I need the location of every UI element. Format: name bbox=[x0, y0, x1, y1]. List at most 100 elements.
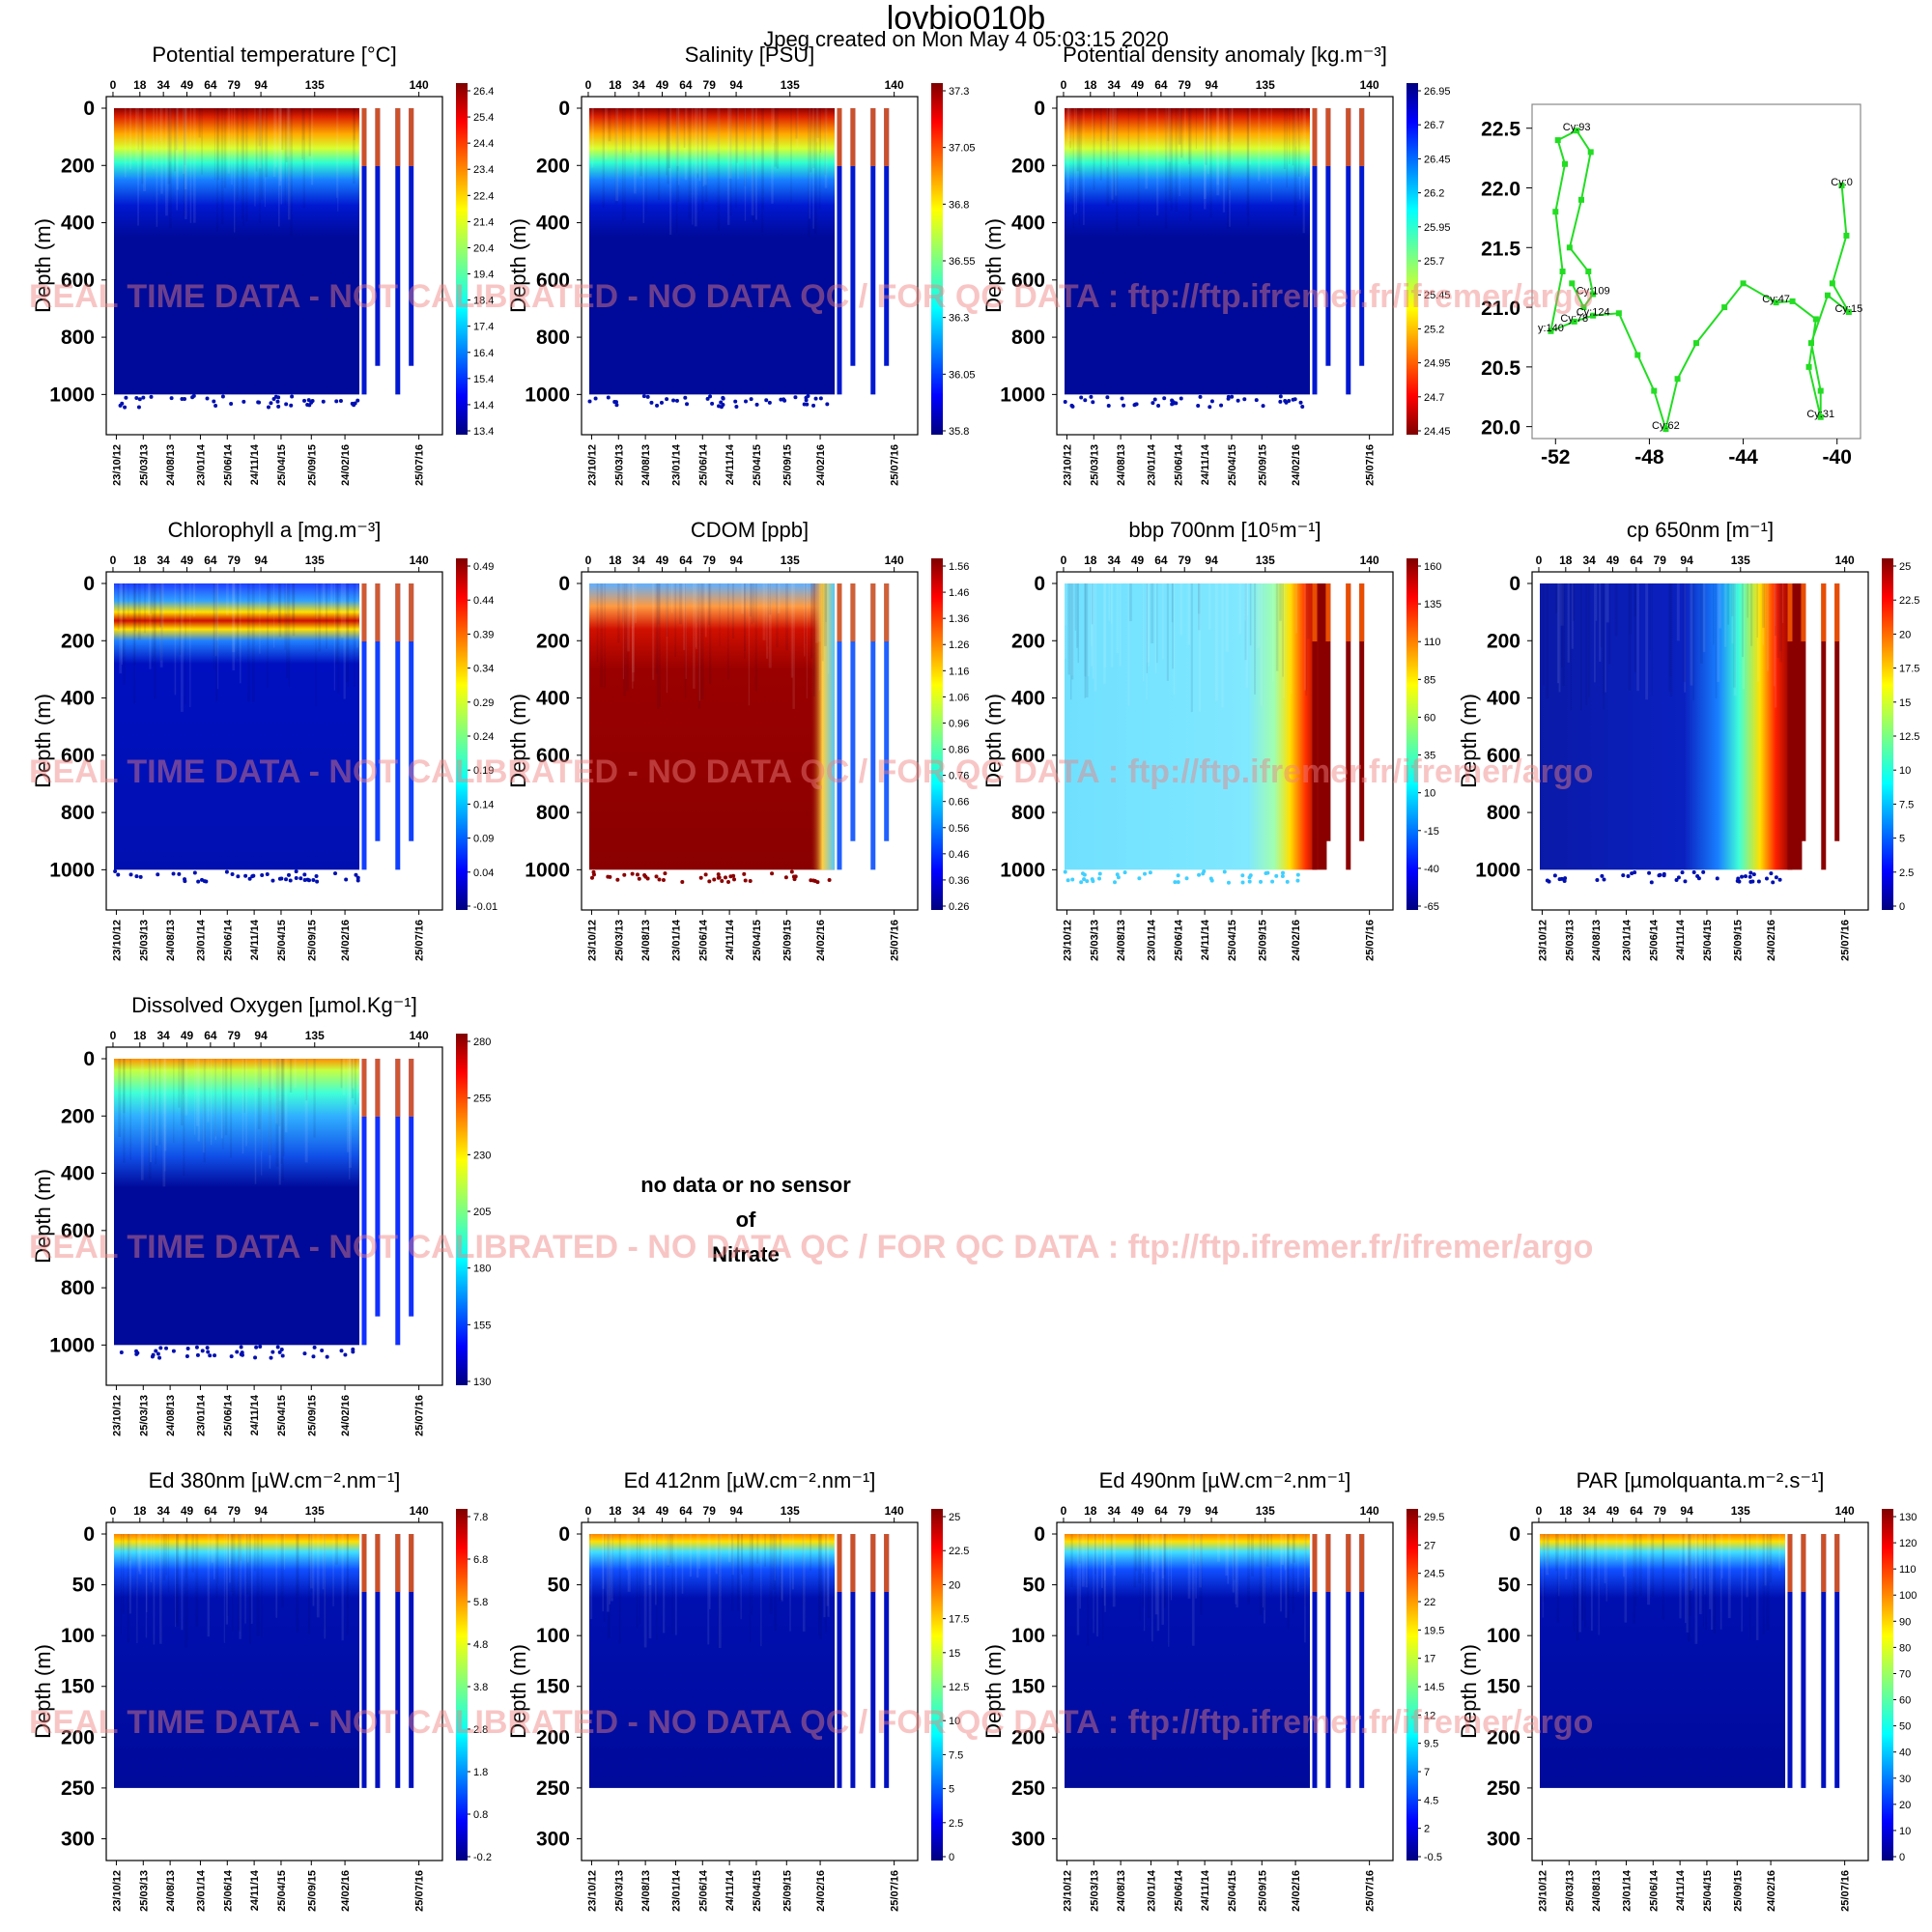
track-point bbox=[1693, 340, 1699, 347]
texture-streak bbox=[257, 1059, 261, 1130]
texture-streak bbox=[302, 108, 304, 140]
date-label: 24/08/13 bbox=[1116, 444, 1127, 486]
top-tick-label: 140 bbox=[1835, 554, 1855, 567]
profile-texture bbox=[120, 1534, 350, 1648]
texture-streak bbox=[213, 108, 215, 181]
top-tick-label: 49 bbox=[181, 78, 194, 92]
colorbar-label: 160 bbox=[1424, 561, 1441, 573]
late-profile bbox=[1325, 108, 1331, 366]
fringe-dot bbox=[1120, 396, 1124, 401]
date-label: 25/07/16 bbox=[1840, 1870, 1852, 1912]
colorbar-label: 25.4 bbox=[473, 112, 494, 124]
colorbar-label: -0.2 bbox=[473, 1852, 492, 1863]
date-label: 25/09/15 bbox=[1257, 444, 1268, 486]
texture-streak bbox=[254, 108, 256, 207]
colorbar-label: 0.39 bbox=[473, 629, 494, 640]
late-profile bbox=[850, 583, 856, 841]
texture-streak bbox=[818, 1534, 821, 1621]
fringe-dot bbox=[284, 877, 289, 882]
texture-streak bbox=[1676, 583, 1680, 641]
track-point bbox=[1838, 183, 1845, 189]
texture-streak bbox=[153, 583, 156, 659]
texture-streak bbox=[236, 108, 239, 201]
texture-streak bbox=[272, 108, 276, 178]
y-tick-label: 400 bbox=[61, 1163, 95, 1185]
texture-streak bbox=[1696, 1534, 1698, 1616]
y-axis-label: Depth (m) bbox=[31, 694, 55, 788]
texture-streak bbox=[1546, 1534, 1549, 1576]
track-point bbox=[1548, 327, 1554, 334]
date-label: 25/04/15 bbox=[1227, 444, 1238, 486]
top-tick-label: 79 bbox=[1654, 1504, 1667, 1518]
fringe-dot bbox=[655, 403, 660, 408]
top-tick-label: 64 bbox=[1154, 554, 1168, 567]
texture-streak bbox=[604, 108, 608, 160]
texture-streak bbox=[675, 108, 678, 234]
texture-streak bbox=[1085, 1534, 1089, 1588]
texture-streak bbox=[175, 1534, 177, 1628]
date-label: 25/04/15 bbox=[276, 1870, 288, 1912]
texture-streak bbox=[774, 108, 778, 167]
date-label: 25/07/16 bbox=[414, 920, 426, 961]
texture-streak bbox=[1106, 108, 1110, 207]
texture-streak bbox=[717, 108, 721, 231]
texture-streak bbox=[607, 1534, 611, 1638]
fringe-dot bbox=[1247, 879, 1252, 884]
texture-streak bbox=[1286, 108, 1288, 188]
texture-streak bbox=[1074, 583, 1076, 631]
colorbar-label: 10 bbox=[1899, 1826, 1911, 1837]
fringe-dot bbox=[158, 1346, 163, 1350]
texture-streak bbox=[347, 1534, 349, 1609]
texture-streak bbox=[1233, 1534, 1236, 1580]
texture-streak bbox=[1254, 583, 1257, 695]
colorbar-label: 0 bbox=[1899, 1852, 1905, 1863]
colorbar bbox=[931, 558, 943, 910]
texture-streak bbox=[1077, 583, 1080, 664]
fringe-dot bbox=[742, 871, 747, 876]
texture-streak bbox=[308, 108, 311, 156]
date-label: 25/06/14 bbox=[697, 1869, 709, 1912]
late-profile-top bbox=[395, 1534, 401, 1592]
fringe-dot bbox=[643, 874, 648, 879]
date-label: 25/03/13 bbox=[613, 444, 625, 486]
date-label: 24/08/13 bbox=[1591, 920, 1603, 961]
texture-streak bbox=[229, 1534, 231, 1583]
y-tick-label: 250 bbox=[1011, 1777, 1045, 1800]
fringe-dot bbox=[1274, 873, 1279, 878]
late-profile bbox=[1787, 1534, 1793, 1788]
texture-streak bbox=[261, 108, 264, 200]
texture-streak bbox=[1111, 583, 1114, 668]
texture-streak bbox=[1744, 1534, 1747, 1581]
texture-streak bbox=[737, 108, 739, 180]
y-tick-label: 400 bbox=[536, 213, 570, 235]
colorbar-label: 7.5 bbox=[1899, 799, 1914, 810]
texture-streak bbox=[764, 1534, 766, 1567]
texture-streak bbox=[179, 583, 182, 656]
top-tick-label: 140 bbox=[1835, 1504, 1855, 1518]
date-label: 25/04/15 bbox=[276, 444, 288, 486]
fringe-dot bbox=[1683, 879, 1688, 884]
texture-streak bbox=[1092, 583, 1094, 679]
texture-streak bbox=[630, 108, 632, 153]
fringe-dot bbox=[1079, 880, 1084, 885]
top-tick-label: 79 bbox=[703, 78, 717, 92]
fringe-dot bbox=[321, 399, 326, 404]
texture-streak bbox=[1135, 1534, 1138, 1572]
texture-streak bbox=[827, 583, 830, 674]
texture-streak bbox=[618, 1534, 621, 1644]
texture-streak bbox=[1741, 1534, 1743, 1632]
texture-streak bbox=[261, 1059, 263, 1176]
texture-streak bbox=[743, 583, 746, 659]
y-axis-label: Depth (m) bbox=[981, 694, 1006, 788]
fringe-dot bbox=[733, 399, 738, 404]
float-track bbox=[1549, 128, 1850, 433]
texture-streak bbox=[138, 1534, 140, 1572]
colorbar-label: 17 bbox=[1424, 1654, 1435, 1665]
texture-streak bbox=[176, 1534, 179, 1624]
y-tick-label: 600 bbox=[61, 745, 95, 767]
texture-streak bbox=[602, 1534, 604, 1612]
texture-streak bbox=[180, 1059, 184, 1126]
late-profile-top bbox=[395, 583, 401, 641]
fringe-dot bbox=[229, 401, 234, 406]
texture-streak bbox=[1554, 1534, 1558, 1572]
